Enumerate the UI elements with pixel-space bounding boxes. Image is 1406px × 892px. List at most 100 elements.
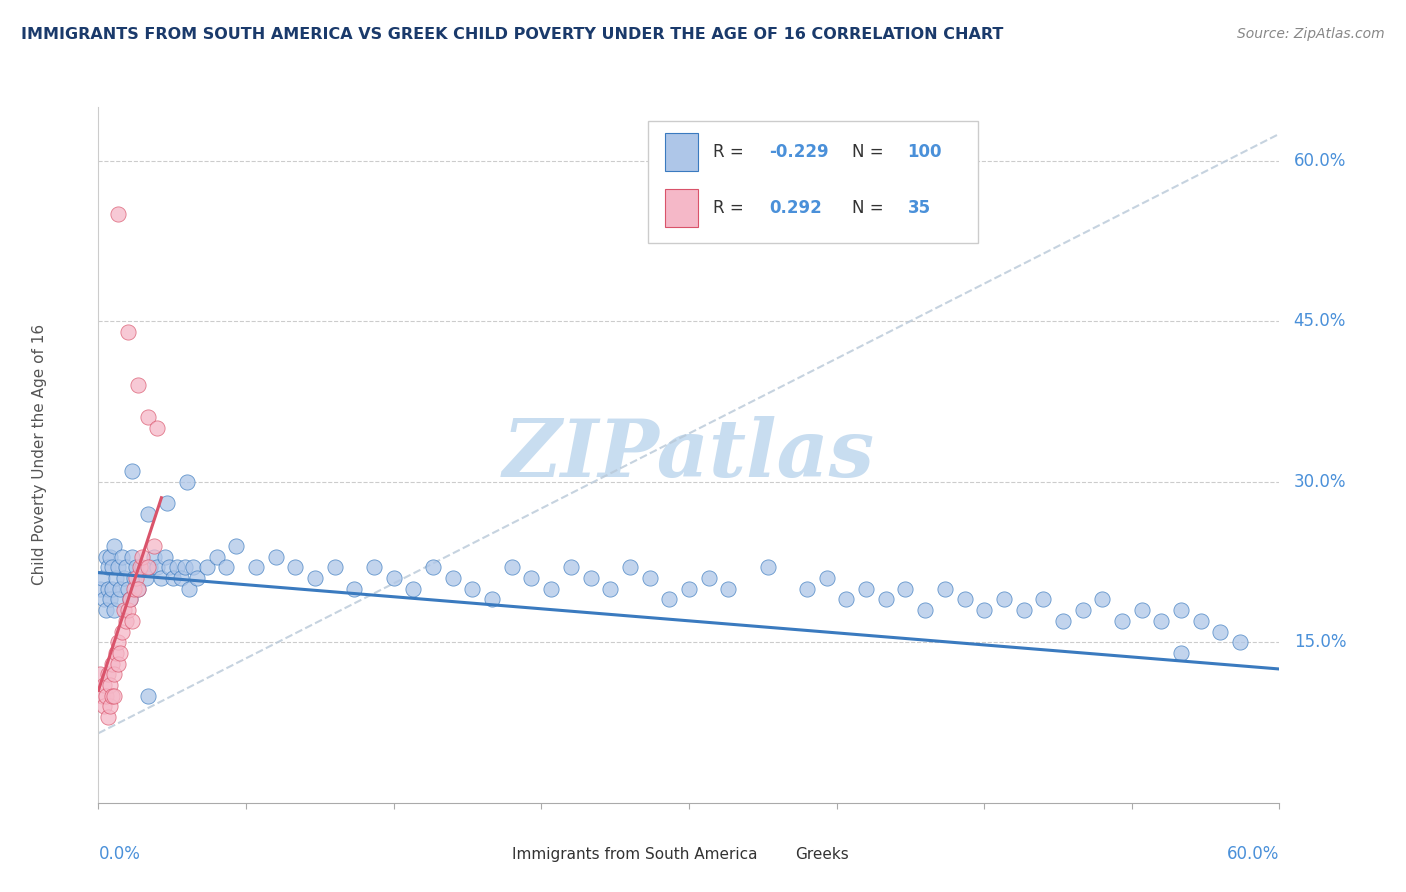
Point: [98, 678, 121, 692]
Point: [1091, 592, 1114, 607]
Point: [107, 207, 129, 221]
Point: [540, 582, 562, 596]
Point: [186, 571, 208, 585]
Point: [501, 560, 523, 574]
Text: 60.0%: 60.0%: [1227, 845, 1279, 863]
Point: [96, 603, 118, 617]
Point: [1111, 614, 1133, 628]
Text: 0.0%: 0.0%: [98, 845, 141, 863]
Point: [122, 582, 145, 596]
Point: [717, 582, 740, 596]
Point: [170, 571, 193, 585]
Point: [181, 560, 204, 574]
Point: [174, 560, 197, 574]
Point: [205, 549, 228, 564]
Point: [1012, 603, 1035, 617]
Point: [343, 582, 366, 596]
Text: Source: ZipAtlas.com: Source: ZipAtlas.com: [1237, 27, 1385, 41]
Point: [150, 571, 173, 585]
Point: [91, 571, 114, 585]
Point: [894, 582, 917, 596]
Point: [136, 507, 159, 521]
Point: [756, 560, 779, 574]
Text: 45.0%: 45.0%: [1294, 312, 1346, 330]
Point: [166, 560, 188, 574]
Point: [97, 710, 120, 724]
Point: [155, 549, 177, 564]
Point: [89, 667, 111, 681]
Point: [115, 560, 138, 574]
Point: [125, 571, 148, 585]
Point: [599, 582, 621, 596]
Point: [118, 592, 141, 607]
Point: [117, 582, 139, 596]
Point: [136, 410, 159, 425]
Point: [142, 549, 165, 564]
Point: [363, 560, 385, 574]
Point: [107, 657, 129, 671]
Point: [138, 560, 160, 574]
Point: [304, 571, 326, 585]
Point: [131, 549, 153, 564]
Point: [461, 582, 484, 596]
Text: R =: R =: [713, 144, 748, 161]
Point: [89, 582, 111, 596]
Point: [157, 560, 180, 574]
Point: [117, 603, 139, 617]
Point: [934, 582, 956, 596]
Point: [441, 571, 464, 585]
Point: [103, 689, 125, 703]
Bar: [665, 133, 699, 171]
Point: [136, 560, 159, 574]
Text: R =: R =: [713, 199, 754, 217]
Text: 0.292: 0.292: [769, 199, 823, 217]
Point: [93, 699, 115, 714]
Text: IMMIGRANTS FROM SOUTH AMERICA VS GREEK CHILD POVERTY UNDER THE AGE OF 16 CORRELA: IMMIGRANTS FROM SOUTH AMERICA VS GREEK C…: [21, 27, 1004, 42]
Point: [176, 475, 198, 489]
Point: [481, 592, 503, 607]
Point: [98, 699, 121, 714]
Point: [146, 560, 169, 574]
Point: [1032, 592, 1054, 607]
Point: [520, 571, 543, 585]
Point: [96, 549, 118, 564]
Point: [146, 421, 169, 435]
Point: [101, 689, 124, 703]
Point: [131, 560, 153, 574]
Point: [658, 592, 681, 607]
Point: [101, 560, 124, 574]
Point: [402, 582, 425, 596]
Point: [619, 560, 641, 574]
Point: [914, 603, 936, 617]
Text: Child Poverty Under the Age of 16: Child Poverty Under the Age of 16: [32, 325, 46, 585]
Text: N =: N =: [852, 144, 889, 161]
Point: [135, 571, 157, 585]
Point: [128, 560, 150, 574]
Point: [111, 624, 134, 639]
Text: 100: 100: [907, 144, 942, 161]
Point: [122, 571, 145, 585]
Text: Immigrants from South America: Immigrants from South America: [512, 847, 758, 863]
Point: [1130, 603, 1153, 617]
Bar: [471, 841, 503, 871]
Point: [98, 549, 121, 564]
Point: [1229, 635, 1251, 649]
Point: [215, 560, 238, 574]
Text: 60.0%: 60.0%: [1294, 152, 1346, 169]
Point: [796, 582, 818, 596]
Point: [121, 614, 143, 628]
Point: [103, 603, 125, 617]
Point: [136, 689, 159, 703]
Point: [101, 657, 124, 671]
Point: [156, 496, 179, 510]
Text: 30.0%: 30.0%: [1294, 473, 1346, 491]
Point: [105, 571, 128, 585]
Point: [382, 571, 405, 585]
Point: [125, 560, 148, 574]
Point: [93, 678, 115, 692]
Point: [127, 378, 149, 392]
Point: [875, 592, 897, 607]
Point: [264, 549, 287, 564]
Point: [855, 582, 877, 596]
Point: [91, 689, 114, 703]
